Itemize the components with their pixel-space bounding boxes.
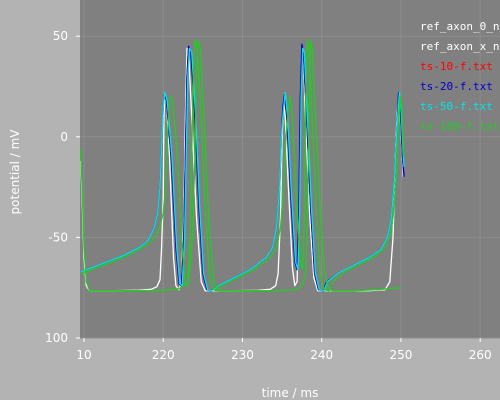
y-axis-label: potential / mV: [8, 129, 22, 215]
x-axis-label: time / ms: [262, 386, 319, 400]
series-line-4: [80, 47, 405, 292]
series-layer: [80, 39, 405, 292]
x-axis-ticks: 10 220 230 240 250 260: [76, 338, 492, 362]
x-tick-label: 250: [389, 348, 412, 362]
legend-entry: ts-50-f.txt: [420, 100, 493, 113]
y-axis-ticks: 50 0 -50 100: [45, 29, 80, 345]
x-tick-label: 10: [76, 348, 91, 362]
legend-entry: ref_axon_0_ne: [420, 20, 500, 33]
x-tick-label: 260: [469, 348, 492, 362]
y-tick-label: 0: [60, 130, 68, 144]
y-tick-label: 100: [45, 331, 68, 345]
y-tick-label: 50: [53, 29, 68, 43]
series-line-5: [80, 39, 405, 292]
x-tick-label: 220: [152, 348, 175, 362]
legend-entry: ts-10-f.txt: [420, 60, 493, 73]
legend-entry: ts-100-f.txt: [420, 120, 499, 133]
series-line-6: [80, 39, 401, 292]
legend: ref_axon_0_ne ref_axon_x_ne ts-10-f.txt ts-…: [420, 20, 500, 133]
legend-entry: ref_axon_x_ne: [420, 40, 500, 53]
x-tick-label: 230: [231, 348, 254, 362]
x-tick-label: 240: [310, 348, 333, 362]
y-tick-label: -50: [48, 230, 68, 244]
legend-entry: ts-20-f.txt: [420, 80, 493, 93]
